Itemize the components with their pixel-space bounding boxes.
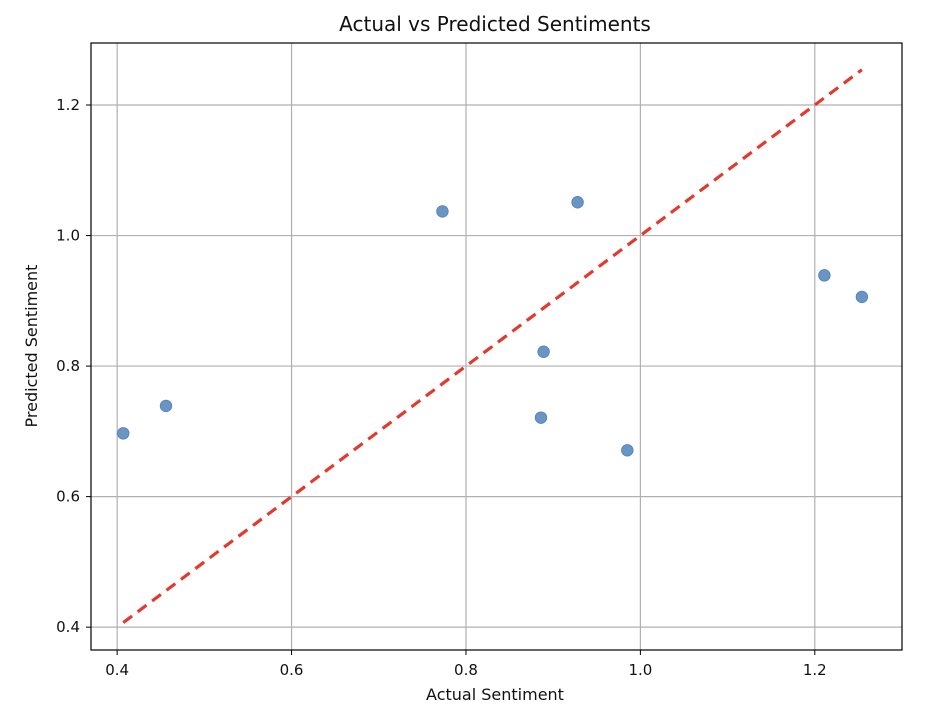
chart-title: Actual vs Predicted Sentiments	[339, 12, 651, 36]
y-tick-label: 0.4	[56, 618, 80, 636]
scatter-point	[855, 290, 869, 304]
y-tick-label: 1.2	[56, 96, 80, 114]
x-tick-label: 0.8	[454, 661, 478, 679]
scatter-point	[436, 205, 449, 218]
y-tick-label: 0.8	[56, 357, 80, 375]
x-tick-label: 1.2	[803, 661, 827, 679]
x-tick-label: 0.6	[280, 661, 304, 679]
scatter-point	[818, 269, 831, 282]
reference-diagonal-line	[122, 68, 863, 624]
x-axis-ticks: 0.4 0.6 0.8 1.0 1.2	[105, 650, 827, 679]
x-tick-label: 1.0	[628, 661, 652, 679]
y-tick-label: 0.6	[56, 488, 80, 506]
reference-line-layer	[122, 68, 863, 624]
x-tick-label: 0.4	[105, 661, 129, 679]
scatter-point	[117, 427, 130, 440]
scatter-point	[571, 196, 584, 209]
x-axis-label: Actual Sentiment	[426, 685, 564, 704]
scatter-point	[621, 444, 634, 457]
scatter-point	[159, 399, 173, 413]
y-axis-ticks: 0.4 0.6 0.8 1.0 1.2	[56, 96, 91, 636]
y-axis-label: Predicted Sentiment	[22, 265, 41, 428]
plot-frame	[90, 42, 903, 651]
scatter-point	[534, 411, 548, 424]
points-layer	[117, 196, 869, 457]
scatter-point	[537, 345, 550, 358]
grid-layer	[91, 43, 902, 650]
y-tick-label: 1.0	[56, 227, 80, 245]
